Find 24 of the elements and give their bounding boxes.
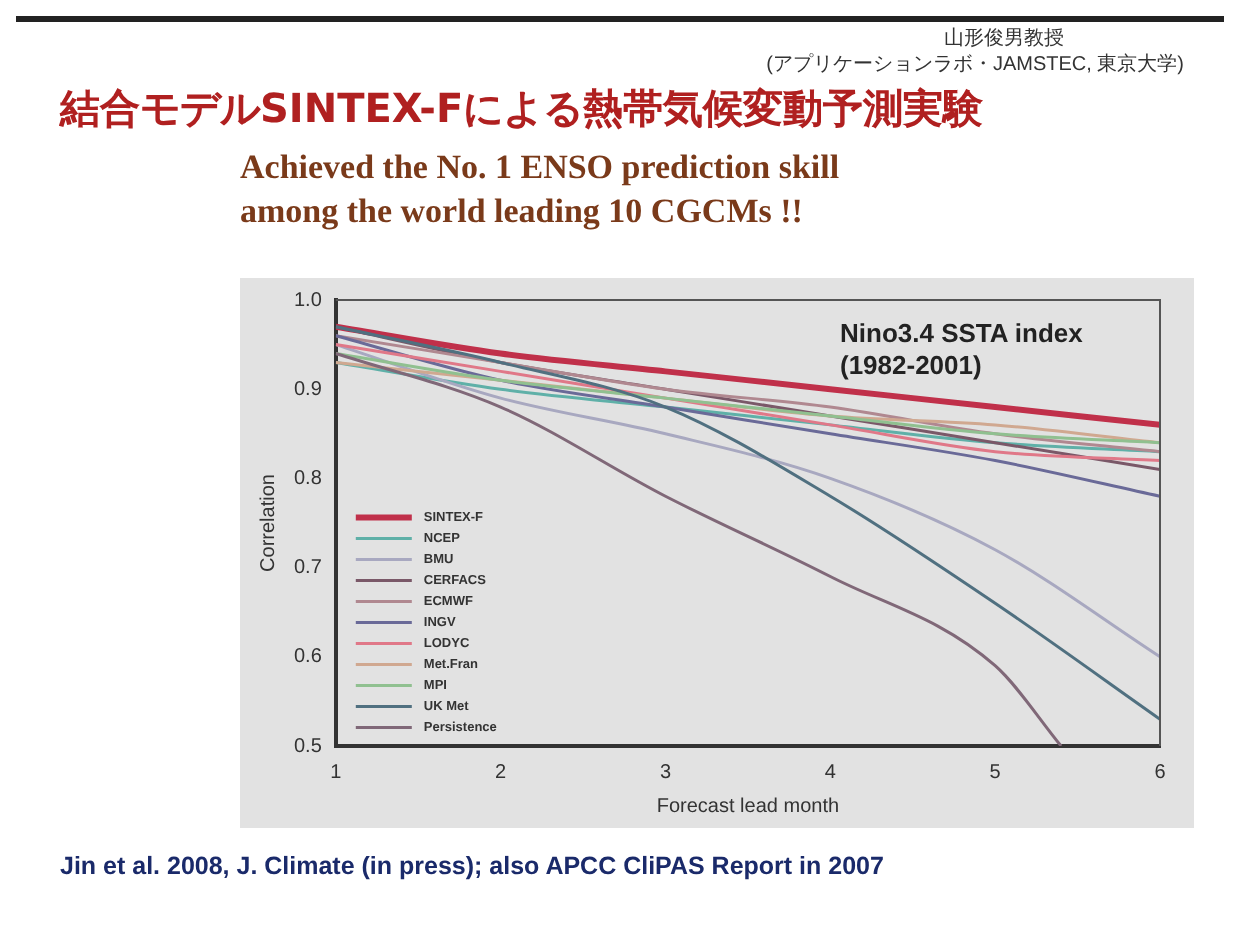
y-tick-label: 0.9	[293, 378, 323, 401]
line-series	[335, 343, 1160, 659]
line-series	[335, 325, 1160, 721]
text: Jin et al. 2008, J. Climate (in press); also APCC CliPAS Report in 2007	[60, 852, 884, 880]
x-axis-title: Forecast lead month	[656, 795, 840, 818]
x-tick-label: 4	[824, 761, 837, 784]
x-tick-label: 2	[495, 761, 508, 784]
x-tick-label: 5	[989, 761, 1002, 784]
y-tick-label: 0.6	[293, 646, 323, 669]
text: (アプリケーションラボ・JAMSTEC, 東京大学)	[766, 52, 1184, 78]
x-tick-label: 6	[1154, 761, 1167, 784]
chart-title: 結合モデルSINTEX-Fによる熱帯気候変動予測実験	[60, 82, 984, 136]
y-tick-label: 0.5	[293, 735, 323, 758]
chart-subtitle: Achieved the No. 1 ENSO prediction skill among the world leading 10 CGCMs !!	[240, 146, 840, 234]
y-tick-label: 0.8	[293, 467, 323, 490]
text: 山形俊男教授	[942, 26, 1066, 52]
y-tick-label: 0.7	[293, 557, 323, 580]
x-tick-label: 3	[659, 761, 672, 784]
line-series	[335, 352, 1063, 746]
line-series	[335, 323, 1160, 428]
y-axis-title: Correlation	[257, 474, 280, 572]
y-tick-label: 1.0	[293, 289, 323, 312]
x-tick-label: 1	[330, 761, 343, 784]
annotation: Nino3.4 SSTA index (1982-2001)	[840, 318, 1083, 382]
